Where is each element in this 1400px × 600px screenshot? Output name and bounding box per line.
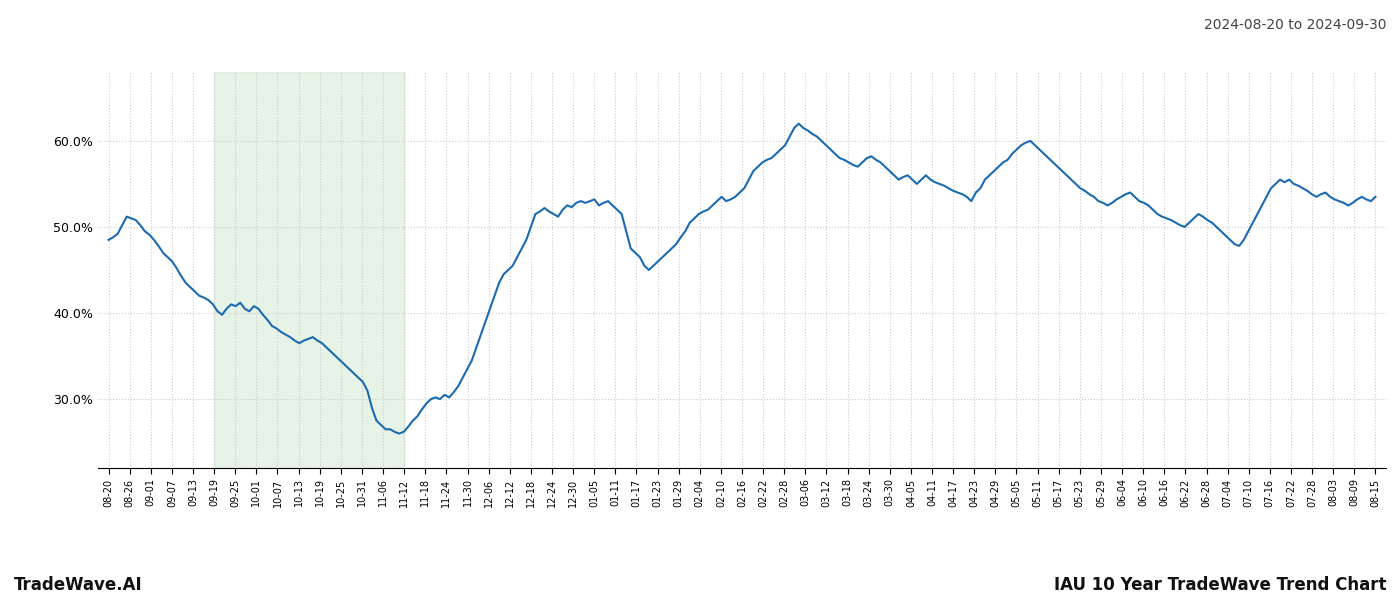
Bar: [214, 72, 405, 468]
Text: 2024-08-20 to 2024-09-30: 2024-08-20 to 2024-09-30: [1204, 18, 1386, 32]
Text: TradeWave.AI: TradeWave.AI: [14, 576, 143, 594]
Text: IAU 10 Year TradeWave Trend Chart: IAU 10 Year TradeWave Trend Chart: [1053, 576, 1386, 594]
